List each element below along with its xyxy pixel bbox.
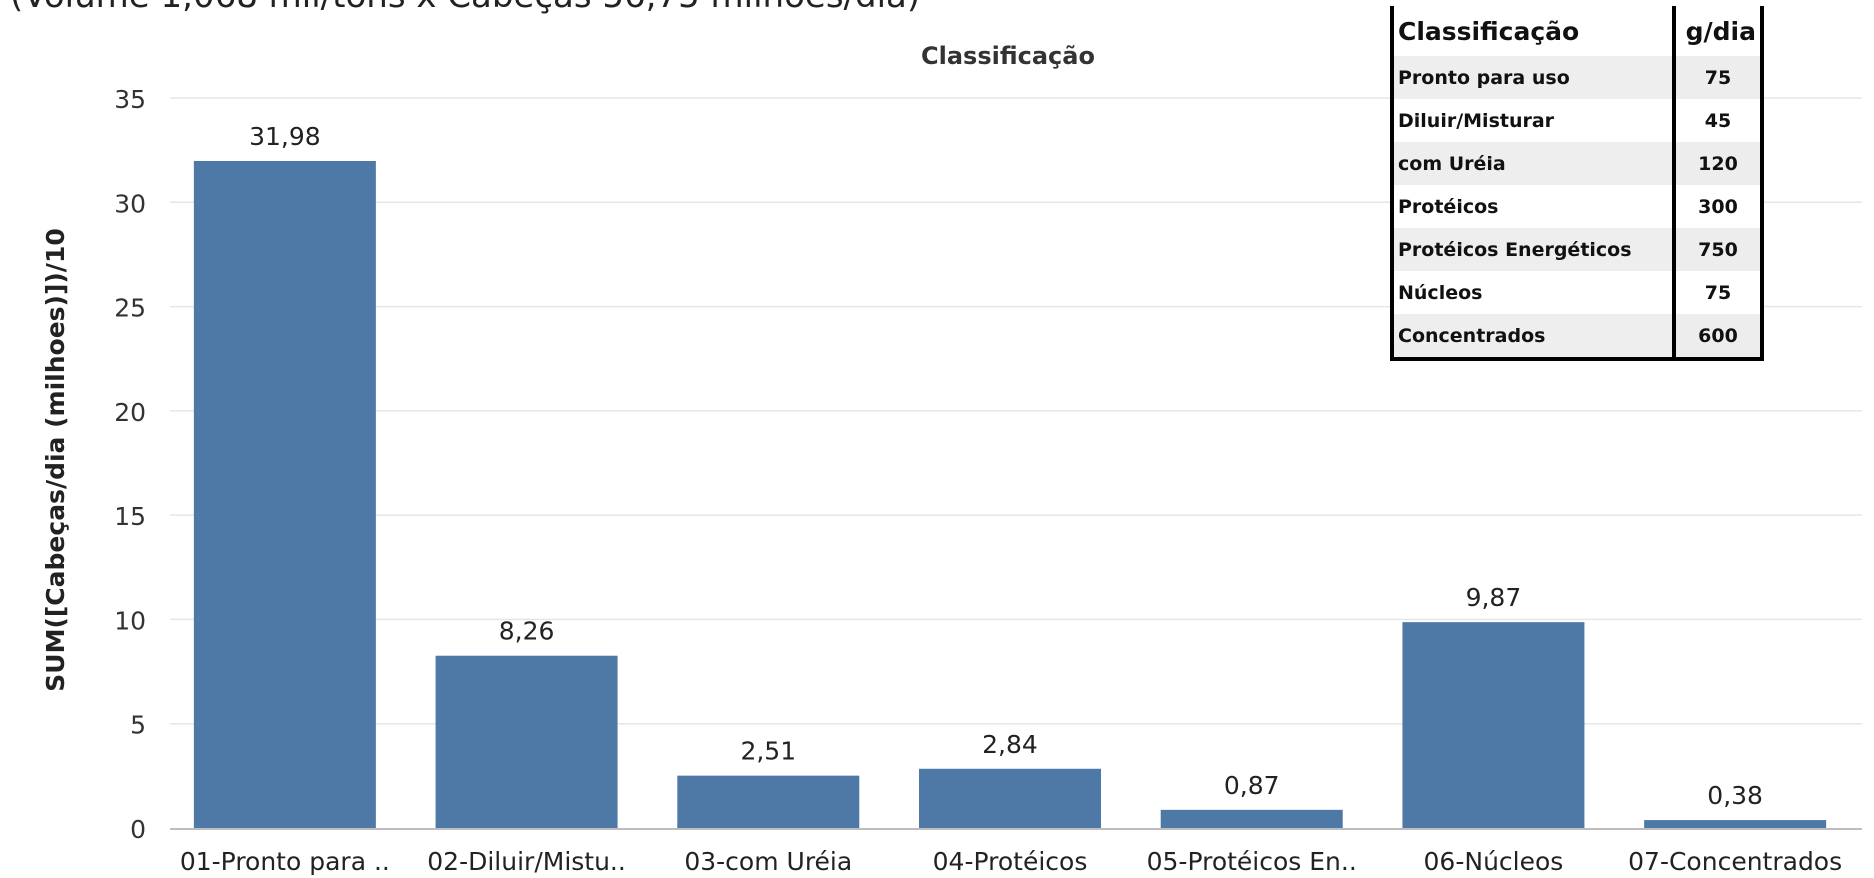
row-value: 300 [1672, 185, 1764, 228]
table-row: com Uréia 120 [1390, 142, 1764, 185]
table-row: Concentrados 600 [1390, 314, 1764, 361]
data-label: 0,38 [1707, 781, 1763, 810]
data-label: 2,51 [740, 737, 796, 766]
y-tick-label: 15 [114, 502, 146, 531]
y-tick-label: 30 [114, 189, 146, 218]
y-tick-label: 25 [114, 294, 146, 323]
data-label: 31,98 [249, 122, 321, 151]
row-label: Diluir/Misturar [1390, 99, 1674, 142]
x-tick-label: 06-Núcleos [1424, 847, 1564, 876]
x-tick-label: 05-Protéicos En.. [1147, 847, 1357, 876]
row-value: 600 [1672, 314, 1764, 361]
table-header-classificacao: Classificação [1390, 6, 1674, 56]
bar [435, 655, 618, 828]
x-tick-label: 02-Diluir/Mistu.. [427, 847, 626, 876]
row-value: 75 [1672, 271, 1764, 314]
bar [677, 775, 860, 828]
data-label: 0,87 [1224, 771, 1280, 800]
data-label: 2,84 [982, 730, 1038, 759]
chart-title: Classificação [921, 42, 1095, 70]
x-axis-ticks: 01-Pronto para .. 02-Diluir/Mistu.. 03-com… [180, 847, 1842, 876]
table-row: Pronto para uso 75 [1390, 56, 1764, 99]
data-label: 9,87 [1466, 583, 1522, 612]
bar [1160, 809, 1343, 828]
x-tick-label: 04-Protéicos [933, 847, 1088, 876]
table-row: Diluir/Misturar 45 [1390, 99, 1764, 142]
row-value: 120 [1672, 142, 1764, 185]
row-label: Pronto para uso [1390, 56, 1674, 99]
row-value: 75 [1672, 56, 1764, 99]
bar [1644, 820, 1827, 828]
table-row: Núcleos 75 [1390, 271, 1764, 314]
x-tick-label: 01-Pronto para .. [180, 847, 390, 876]
row-label: Protéicos Energéticos [1390, 228, 1674, 271]
data-label: 8,26 [499, 617, 555, 646]
y-tick-label: 0 [130, 815, 146, 844]
x-tick-label: 07-Concentrados [1628, 847, 1842, 876]
table-row: Protéicos Energéticos 750 [1390, 228, 1764, 271]
row-value: 750 [1672, 228, 1764, 271]
y-axis-label: SUM([Cabeças/dia (milhoes)])/10 [41, 228, 70, 691]
y-tick-label: 35 [114, 85, 146, 114]
row-value: 45 [1672, 99, 1764, 142]
bar [1402, 622, 1585, 828]
y-axis-ticks: 0 5 10 15 20 25 30 35 [114, 85, 146, 844]
data-labels: 31,98 8,26 2,51 2,84 0,87 9,87 0,38 [249, 122, 1763, 810]
bar [193, 160, 376, 828]
row-label: Concentrados [1390, 314, 1674, 361]
y-tick-label: 20 [114, 398, 146, 427]
page-title: (Volume 1,068 mil/tons x Cabeças 56,75 m… [10, 0, 920, 16]
row-label: Protéicos [1390, 185, 1674, 228]
x-tick-label: 03-com Uréia [684, 847, 852, 876]
y-tick-label: 10 [114, 606, 146, 635]
bars [193, 160, 1827, 828]
row-label: com Uréia [1390, 142, 1674, 185]
y-tick-label: 5 [130, 711, 146, 740]
table-row: Protéicos 300 [1390, 185, 1764, 228]
bar [919, 768, 1101, 828]
table-header-gdia: g/dia [1672, 6, 1764, 56]
classification-table: Classificação g/dia Pronto para uso 75 D… [1390, 6, 1764, 361]
row-label: Núcleos [1390, 271, 1674, 314]
